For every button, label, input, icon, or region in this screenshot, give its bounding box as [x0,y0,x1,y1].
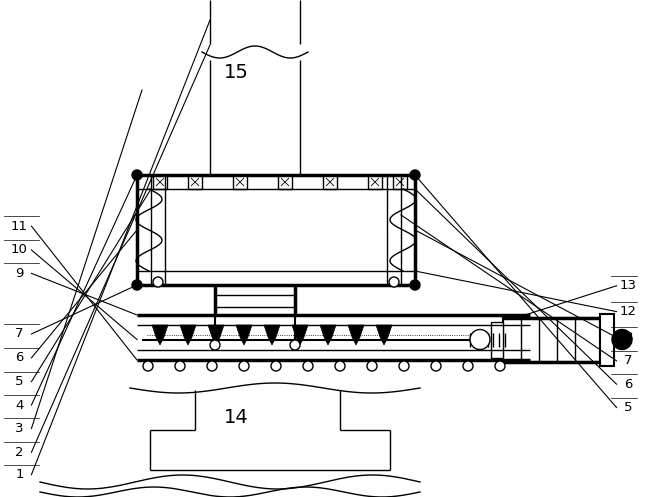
Circle shape [132,280,142,290]
Text: 12: 12 [620,305,637,318]
Circle shape [207,361,217,371]
Text: 2: 2 [15,446,24,459]
Bar [368,175,382,189]
Text: 7: 7 [624,354,633,367]
Circle shape [335,361,345,371]
Circle shape [495,361,505,371]
Text: 13: 13 [620,279,637,292]
Text: 14: 14 [224,408,249,427]
Circle shape [431,361,441,371]
Circle shape [143,361,153,371]
Text: 1: 1 [15,468,24,481]
Bar [233,175,247,189]
Polygon shape [348,325,364,345]
Circle shape [367,361,377,371]
Text: 6: 6 [625,378,632,391]
Circle shape [132,170,142,180]
Polygon shape [236,325,252,345]
Circle shape [153,277,163,287]
Circle shape [612,330,632,349]
Circle shape [175,361,185,371]
Polygon shape [152,325,168,345]
Text: 9: 9 [16,267,23,280]
Text: 11: 11 [11,220,28,233]
Circle shape [399,361,409,371]
Text: 10: 10 [11,244,28,256]
Polygon shape [180,325,196,345]
Text: 15: 15 [224,63,249,82]
Circle shape [210,340,220,350]
Bar [600,314,614,365]
Circle shape [239,361,249,371]
Circle shape [303,361,313,371]
Text: 5: 5 [15,375,24,388]
Bar [503,318,600,361]
Text: 6: 6 [16,351,23,364]
Text: 5: 5 [624,401,633,414]
Bar [188,175,202,189]
Text: 4: 4 [16,399,23,412]
Bar [153,175,167,189]
Polygon shape [264,325,280,345]
Polygon shape [320,325,336,345]
Circle shape [389,277,399,287]
Text: 7: 7 [15,328,24,340]
Bar [393,175,407,189]
Text: 3: 3 [15,422,24,435]
Circle shape [290,340,300,350]
Circle shape [410,170,420,180]
Circle shape [410,280,420,290]
Text: 8: 8 [625,331,632,344]
Polygon shape [208,325,224,345]
Polygon shape [376,325,392,345]
Polygon shape [292,325,308,345]
Circle shape [470,330,490,349]
Circle shape [271,361,281,371]
Bar [491,322,503,357]
Bar [323,175,337,189]
Circle shape [463,361,473,371]
Bar [278,175,292,189]
